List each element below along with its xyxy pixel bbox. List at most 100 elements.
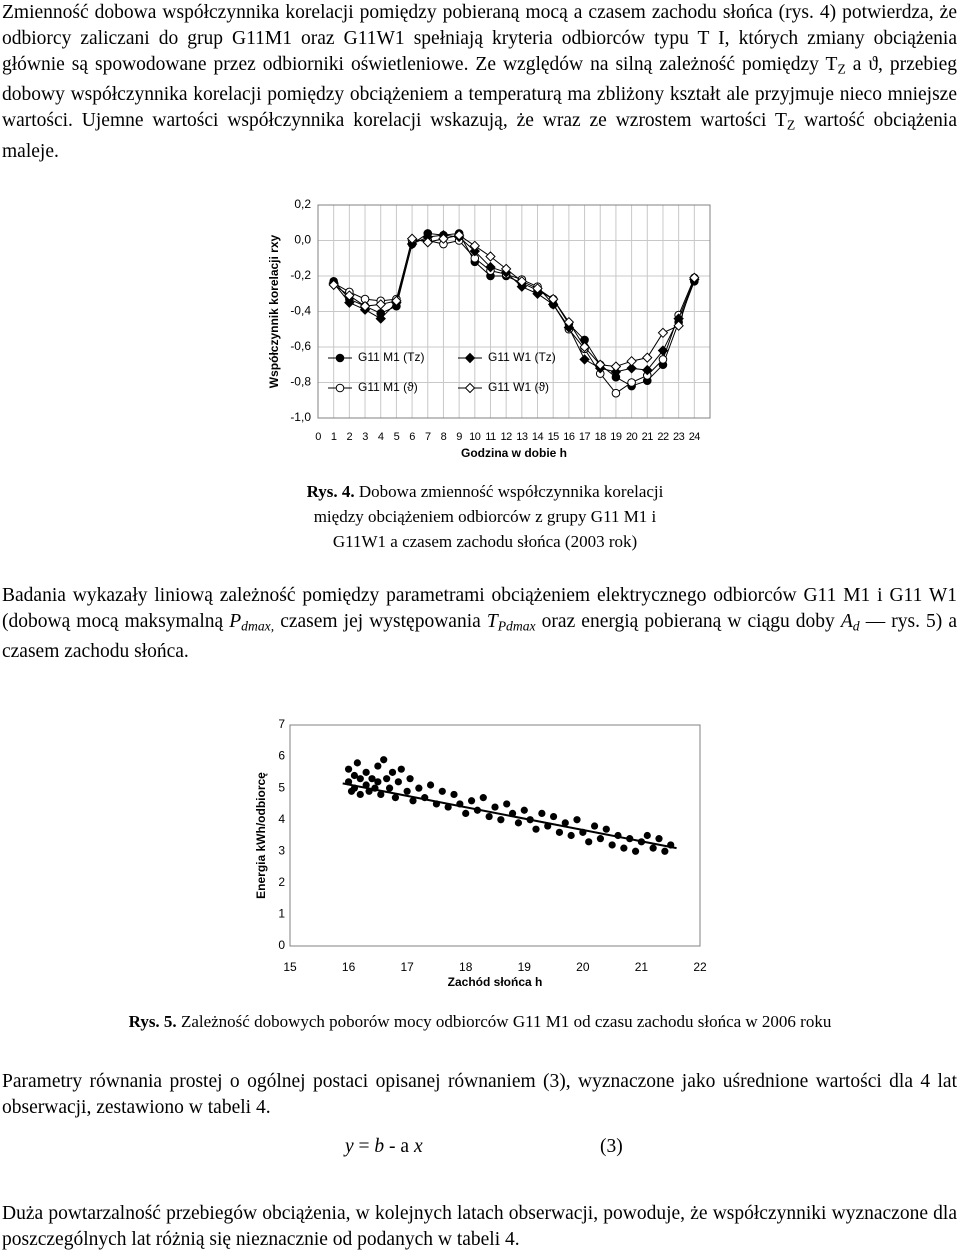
scatter-point [485, 812, 493, 821]
plot-frame [289, 724, 701, 947]
marker [627, 378, 636, 387]
text-run: Zależność dobowych poborów mocy odbiorcó… [176, 1012, 832, 1031]
x-tick-label: 7 [425, 431, 431, 443]
x-tick-label: 15 [283, 960, 297, 974]
scatter-point [462, 809, 470, 818]
marker [532, 288, 543, 299]
marker [406, 233, 418, 244]
marker [642, 352, 653, 363]
equation-number: (3) [600, 1136, 623, 1157]
y-tick-label: 3 [278, 843, 285, 857]
trend-line [342, 782, 677, 850]
x-axis-label: Zachód słońca h [448, 975, 543, 989]
y-tick-label: -1,0 [290, 410, 311, 424]
legend-marker [464, 382, 476, 394]
scatter-point [374, 778, 382, 786]
scatter-point [649, 844, 657, 852]
text-run: dmax, [241, 618, 275, 634]
marker [657, 345, 669, 356]
marker [673, 320, 684, 331]
marker [626, 363, 637, 374]
scatter-point [377, 790, 385, 799]
marker [532, 283, 543, 294]
scatter-point [631, 847, 640, 855]
x-tick-label: 18 [595, 431, 607, 443]
x-tick-label: 6 [409, 431, 415, 443]
marker [516, 276, 528, 287]
x-tick-label: 4 [378, 431, 384, 443]
marker [344, 290, 355, 301]
marker [642, 364, 653, 376]
plot-frame [317, 204, 711, 419]
y-tick-label: -0,4 [290, 304, 311, 318]
scatter-point [450, 790, 458, 799]
scatter-point [368, 775, 376, 783]
scatter-point [406, 775, 414, 783]
x-tick-label: 1 [331, 431, 337, 443]
marker [469, 245, 481, 257]
x-tick-label: 14 [532, 431, 544, 443]
scatter-point [383, 775, 391, 783]
scatter-point [444, 803, 452, 811]
text-run: Parametry równania prostej o ogólnej pos… [2, 1071, 957, 1118]
scatter-point [514, 819, 523, 827]
text-run: d [852, 618, 860, 634]
x-tick-label: 13 [516, 431, 528, 443]
scatter-point [415, 784, 423, 792]
legend-label: G11 M1 (Tz) [358, 350, 424, 364]
scatter-point [391, 794, 400, 802]
marker [485, 261, 496, 273]
text-run: A [840, 611, 853, 632]
x-tick-label: 24 [689, 431, 701, 443]
text-run: czasem jej występowania [274, 611, 487, 632]
marker [547, 293, 559, 305]
marker [610, 361, 622, 372]
x-tick-label: 3 [362, 431, 368, 443]
scatter-point [356, 790, 364, 799]
scatter-point [374, 762, 382, 770]
paragraph: Duża powtarzalność przebiegów obciążenia… [2, 1201, 957, 1253]
text-run: Duża powtarzalność przebiegów obciążenia… [2, 1203, 957, 1250]
x-tick-label: 10 [469, 431, 481, 443]
scatter-point [549, 812, 558, 821]
marker [500, 263, 512, 275]
x-tick-label: 0 [315, 431, 321, 443]
x-tick-label: 20 [626, 431, 638, 443]
marker [595, 359, 606, 370]
x-tick-label: 17 [579, 431, 591, 443]
scatter-point [602, 825, 610, 833]
scatter-point [567, 831, 575, 840]
legend-label: G11 W1 (ϑ) [488, 380, 549, 394]
text-run: = [353, 1136, 375, 1157]
figure-caption: Rys. 5. Zależność dobowych poborów mocy … [0, 1009, 960, 1034]
marker [391, 295, 402, 307]
scatter-point [491, 803, 499, 811]
scatter-point [409, 797, 417, 805]
marker [344, 297, 355, 308]
text-run: Z [837, 61, 846, 77]
y-tick-label: 6 [278, 749, 285, 763]
legend-label: G11 M1 (ϑ) [358, 380, 418, 394]
scatter-point [643, 831, 651, 840]
y-axis-label: Współczynnik korelacji rxy [267, 234, 281, 388]
legend-label: G11 W1 (Tz) [488, 350, 556, 364]
equation: y = b - a x [345, 1134, 423, 1160]
scatter-point [532, 825, 540, 833]
x-tick-label: 12 [501, 431, 513, 443]
x-tick-label: 9 [456, 431, 462, 443]
text-run: Badania wykazały liniową zależność pomię… [2, 585, 957, 632]
x-tick-label: 16 [563, 431, 575, 443]
text-run: — rys. 5) a czasem zachodu słońca. [2, 611, 958, 663]
scatter-point [655, 835, 663, 843]
scatter-point [403, 787, 411, 795]
x-tick-label: 23 [673, 431, 685, 443]
scatter-point [608, 841, 616, 849]
x-tick-label: 19 [518, 960, 532, 974]
x-tick-label: 21 [635, 960, 649, 974]
scatter-point [520, 806, 528, 814]
legend-marker [335, 383, 345, 393]
scatter-point [585, 838, 593, 846]
marker [438, 233, 449, 244]
